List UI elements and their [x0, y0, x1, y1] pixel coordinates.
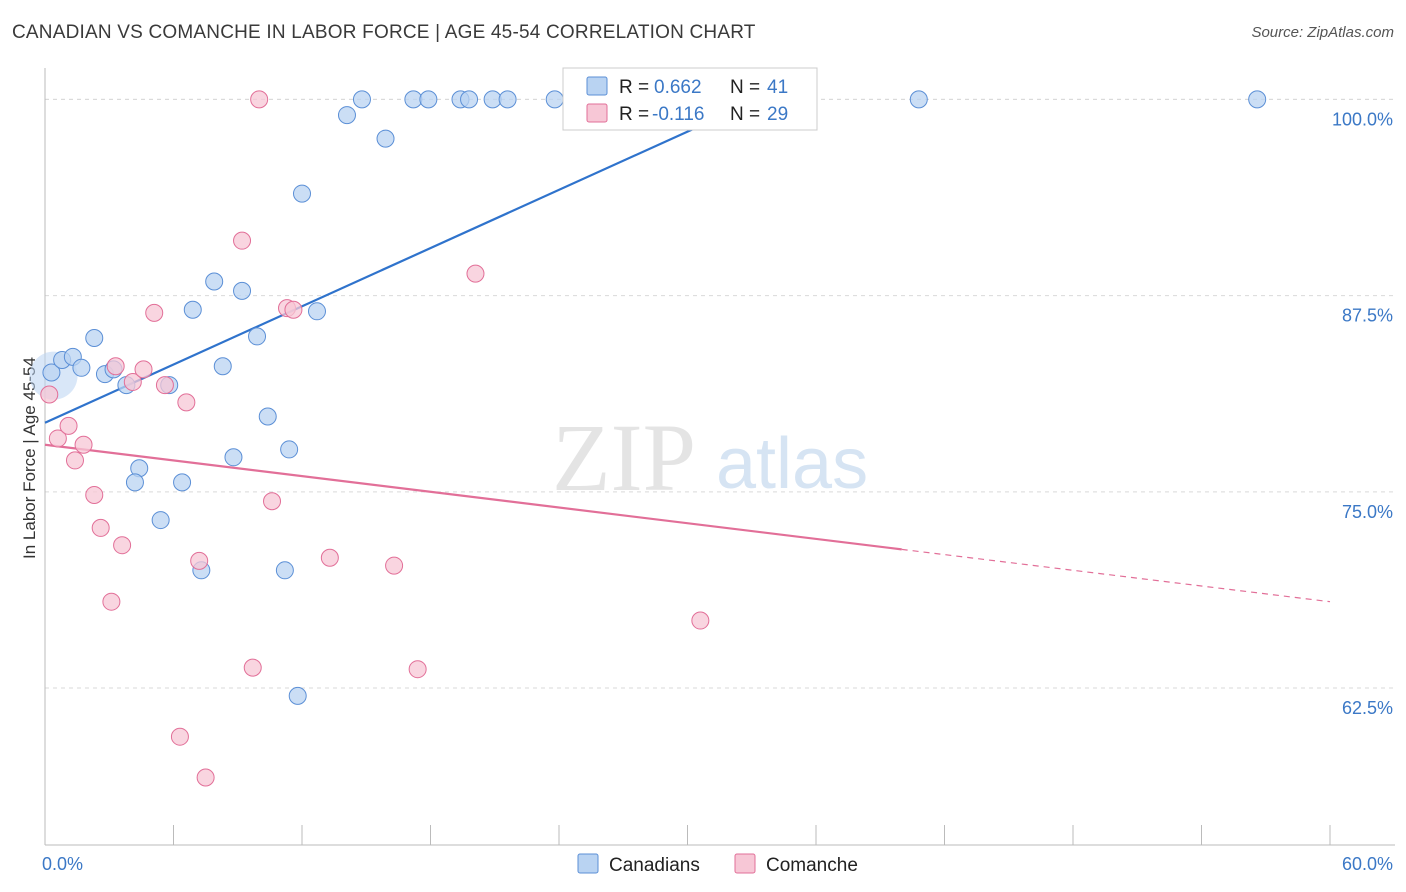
legend-n-value-canadians: 41: [767, 77, 788, 98]
data-point-comanche: [113, 536, 132, 555]
chart-source: Source: ZipAtlas.com: [1251, 24, 1394, 41]
data-point-comanche: [320, 548, 339, 567]
data-point-comanche: [691, 611, 710, 630]
data-point-canadians: [213, 357, 232, 376]
data-point-comanche: [250, 90, 269, 109]
series-legend: Canadians Comanche: [577, 853, 858, 876]
data-point-canadians: [288, 686, 307, 705]
data-point-canadians: [42, 363, 61, 382]
data-point-canadians: [205, 272, 224, 291]
series-legend-swatch-canadians: [577, 853, 599, 874]
data-point-comanche: [385, 556, 404, 575]
legend-n-label-comanche: N =: [730, 104, 760, 125]
trend-line-comanche-dashed: [901, 548, 1331, 603]
data-point-comanche: [243, 658, 262, 677]
y-axis-title: In Labor Force | Age 45-54: [20, 357, 39, 559]
data-point-canadians: [483, 90, 502, 109]
data-point-canadians: [224, 448, 243, 467]
data-point-canadians: [85, 328, 104, 347]
data-point-comanche: [466, 264, 485, 283]
legend-swatch-canadians: [586, 76, 608, 96]
data-point-canadians: [1248, 90, 1267, 109]
data-point-canadians: [404, 90, 423, 109]
y-tick-label: 87.5%: [1342, 306, 1393, 326]
x-tick-label-min: 0.0%: [42, 854, 83, 874]
y-tick-label: 100.0%: [1332, 109, 1393, 129]
data-point-comanche: [145, 303, 164, 322]
stats-legend: R = 0.662 N = 41 R = -0.116 N = 29: [562, 67, 818, 131]
legend-r-label-canadians: R =: [619, 77, 649, 98]
watermark: ZIP atlas: [552, 404, 868, 511]
data-point-comanche: [190, 551, 209, 570]
trend-line-canadians: [44, 101, 753, 424]
data-point-canadians: [125, 473, 144, 492]
data-point-canadians: [72, 358, 91, 377]
axes: [44, 68, 1395, 846]
data-point-comanche: [134, 360, 153, 379]
data-point-canadians: [498, 90, 517, 109]
data-point-canadians: [233, 281, 252, 300]
data-point-canadians: [293, 184, 311, 203]
data-point-canadians: [183, 300, 202, 319]
y-tick-label: 75.0%: [1342, 502, 1393, 522]
data-point-comanche: [59, 416, 78, 435]
legend-n-value-comanche: 29: [767, 104, 788, 125]
legend-n-label-canadians: N =: [730, 77, 760, 98]
data-point-comanche: [74, 435, 93, 454]
data-point-comanche: [177, 393, 196, 412]
tick-labels: 62.5% 75.0% 87.5% 100.0% 0.0% 60.0%: [42, 109, 1393, 874]
trend-lines: [44, 101, 1331, 603]
data-point-canadians: [376, 129, 395, 148]
x-tick-label-max: 60.0%: [1342, 854, 1393, 874]
data-point-canadians: [419, 90, 438, 109]
data-point-comanche: [102, 592, 121, 611]
series-legend-label-comanche: Comanche: [766, 855, 858, 876]
data-point-comanche: [48, 429, 67, 448]
data-point-canadians: [352, 90, 371, 109]
trend-line-comanche: [44, 443, 902, 551]
data-point-comanche: [65, 451, 84, 470]
legend-r-value-canadians: 0.662: [654, 77, 702, 98]
data-point-canadians: [275, 561, 294, 580]
data-point-comanche: [123, 372, 142, 391]
watermark-atlas: atlas: [716, 424, 868, 504]
data-point-canadians: [151, 511, 170, 530]
data-point-comanche: [40, 385, 59, 404]
data-point-comanche: [170, 727, 189, 746]
series-legend-label-canadians: Canadians: [609, 855, 700, 876]
data-point-comanche: [85, 485, 104, 504]
data-point-canadians: [258, 407, 277, 426]
data-point-comanche: [106, 357, 125, 376]
data-point-comanche: [196, 768, 215, 787]
data-point-canadians: [280, 440, 299, 459]
data-point-canadians: [460, 90, 479, 109]
data-point-canadians: [909, 90, 928, 109]
data-point-comanche: [263, 492, 282, 511]
data-point-canadians: [307, 302, 326, 321]
data-point-comanche: [155, 376, 174, 395]
data-point-comanche: [284, 300, 303, 319]
data-point-canadians: [248, 327, 267, 346]
series-legend-swatch-comanche: [734, 853, 756, 874]
grid-lines: [45, 98, 1395, 689]
data-point-comanche: [91, 518, 110, 537]
data-point-canadians: [173, 473, 192, 492]
y-tick-label: 62.5%: [1342, 698, 1393, 718]
data-point-canadians: [545, 90, 564, 109]
data-point-canadians: [337, 106, 356, 125]
legend-r-value-comanche: -0.116: [652, 104, 704, 125]
data-point-comanche: [233, 231, 252, 250]
legend-swatch-comanche: [586, 103, 608, 123]
chart-title: CANADIAN VS COMANCHE IN LABOR FORCE | AG…: [12, 22, 756, 43]
legend-r-label-comanche: R =: [619, 104, 649, 125]
watermark-zip: ZIP: [552, 404, 696, 511]
data-point-comanche: [408, 660, 427, 679]
